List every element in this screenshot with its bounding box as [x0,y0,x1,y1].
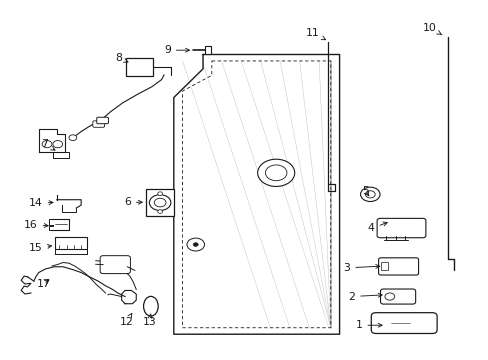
FancyBboxPatch shape [100,256,130,274]
Bar [126,58,153,76]
Bar [380,262,387,270]
Circle shape [53,140,62,148]
Text: 1: 1 [355,320,381,330]
Circle shape [158,192,162,195]
Circle shape [193,243,198,246]
FancyBboxPatch shape [378,258,418,275]
Text: 17: 17 [37,279,50,289]
Text: 10: 10 [422,23,441,35]
Bar [204,46,211,54]
Text: 2: 2 [347,292,381,302]
Text: 15: 15 [29,243,51,253]
Text: 7: 7 [41,139,55,150]
Circle shape [384,293,394,300]
Text: 9: 9 [163,45,189,55]
Text: 8: 8 [115,53,128,63]
Circle shape [360,187,379,202]
Circle shape [149,195,170,211]
Polygon shape [39,129,65,152]
Circle shape [42,140,52,148]
Circle shape [265,165,286,181]
Circle shape [69,135,77,140]
Circle shape [158,210,162,213]
Text: 3: 3 [343,263,379,273]
Text: 6: 6 [124,197,142,207]
Circle shape [154,198,165,207]
Polygon shape [122,291,136,304]
Text: 14: 14 [29,198,53,208]
FancyBboxPatch shape [376,219,425,238]
Text: 13: 13 [142,314,156,327]
Circle shape [186,238,204,251]
FancyBboxPatch shape [370,313,436,333]
Bar [55,237,87,249]
Circle shape [257,159,294,186]
Polygon shape [173,54,339,334]
Circle shape [365,191,374,198]
FancyBboxPatch shape [380,289,415,304]
Text: 4: 4 [367,222,386,233]
Text: 11: 11 [305,28,325,40]
FancyBboxPatch shape [97,117,108,124]
Text: 5: 5 [361,186,368,197]
FancyBboxPatch shape [93,121,104,127]
Bar [146,189,174,216]
Ellipse shape [143,296,158,316]
Text: 16: 16 [24,220,48,230]
Text: 12: 12 [120,314,133,327]
